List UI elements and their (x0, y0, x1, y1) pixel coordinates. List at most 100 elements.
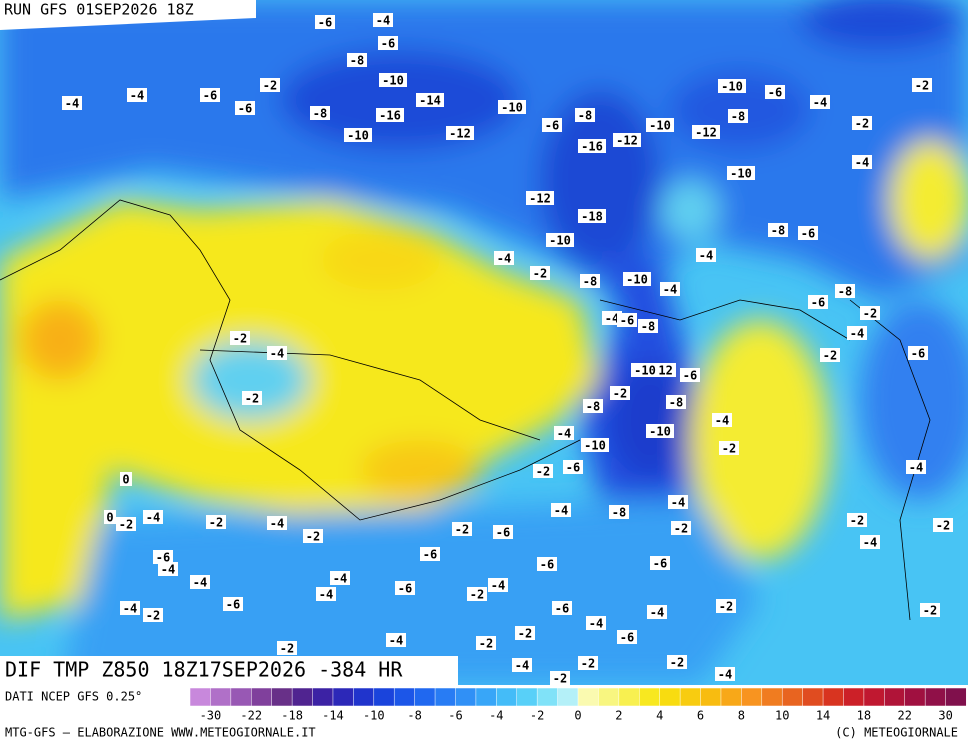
contour-label: -6 (238, 102, 252, 116)
label-box (933, 518, 953, 532)
contour-label: -2 (823, 349, 837, 363)
label-box (609, 505, 629, 519)
contour-label: -4 (909, 461, 923, 475)
contour-label: -4 (554, 504, 568, 518)
label-box (554, 426, 574, 440)
contour-label: -6 (811, 296, 825, 310)
color-swatch (373, 687, 395, 707)
contour-label: -6 (423, 548, 437, 562)
label-box (467, 587, 487, 601)
contour-label: -2 (146, 609, 160, 623)
contour-label: -2 (533, 267, 547, 281)
contour-label: -6 (683, 369, 697, 383)
label-box (906, 460, 926, 474)
label-box (583, 399, 603, 413)
label-box (768, 223, 788, 237)
label-box (666, 395, 686, 409)
color-swatch (475, 687, 497, 707)
label-box (143, 510, 163, 524)
label-box (719, 441, 739, 455)
contour-label: -6 (540, 558, 554, 572)
label-box (646, 424, 674, 438)
label-box (667, 655, 687, 669)
contour-label: -4 (193, 576, 207, 590)
label-box (104, 510, 116, 524)
contour-label: -16 (379, 109, 401, 123)
label-box (920, 603, 940, 617)
contour-label: -2 (670, 656, 684, 670)
map-title: DIF TMP Z850 18Z17SEP2026 -384 HR (5, 658, 403, 682)
contour-label: -2 (674, 522, 688, 536)
colorbar-tick-label: 10 (775, 709, 789, 723)
label-box (277, 641, 297, 655)
contour-label: -4 (671, 496, 685, 510)
contour-label: -6 (398, 582, 412, 596)
contour-label: -16 (581, 140, 603, 154)
color-swatch (802, 687, 824, 707)
label-box (852, 116, 872, 130)
label-box (120, 601, 140, 615)
colorbar-tick-label: -6 (448, 709, 462, 723)
color-swatch (434, 687, 457, 707)
label-box (542, 118, 562, 132)
label-box (581, 438, 609, 452)
contour-label: -6 (801, 227, 815, 241)
color-swatch (904, 687, 926, 707)
label-box (420, 547, 440, 561)
label-box (860, 535, 880, 549)
contour-label: -10 (501, 101, 523, 115)
color-swatch (843, 687, 865, 707)
contour-label: -8 (771, 224, 785, 238)
contour-label: -2 (455, 523, 469, 537)
label-box (120, 472, 132, 486)
contour-label: -4 (557, 427, 571, 441)
color-swatch (884, 687, 906, 707)
contour-label: 0 (106, 511, 113, 525)
label-box (190, 575, 210, 589)
label-box (716, 599, 736, 613)
contour-label: -6 (768, 86, 782, 100)
label-box (386, 633, 406, 647)
label-box (550, 671, 570, 685)
label-box (912, 78, 932, 92)
color-swatch (210, 687, 232, 707)
label-box (347, 53, 367, 67)
label-box (512, 658, 532, 672)
contour-label: -2 (855, 117, 869, 131)
contour-label: -4 (715, 414, 729, 428)
label-box (578, 656, 598, 670)
label-box (452, 522, 472, 536)
contour-label: -6 (911, 347, 925, 361)
contour-label: -10 (649, 119, 671, 133)
label-box (537, 557, 557, 571)
label-box (267, 516, 287, 530)
label-box (712, 413, 732, 427)
contour-label: -4 (146, 511, 160, 525)
contour-label: -2 (923, 604, 937, 618)
contour-label: -4 (863, 536, 877, 550)
label-box (206, 515, 226, 529)
contour-label: -2 (553, 672, 567, 686)
label-box (765, 85, 785, 99)
contour-label: -10 (730, 167, 752, 181)
contour-label: -4 (718, 668, 732, 682)
contour-label: -10 (721, 80, 743, 94)
colorbar-tick-label: -2 (530, 709, 544, 723)
contour-label: -4 (813, 96, 827, 110)
label-box (668, 495, 688, 509)
contour-label: -2 (280, 642, 294, 656)
contour-label: -4 (123, 602, 137, 616)
label-box (647, 605, 667, 619)
contour-label: -18 (581, 210, 603, 224)
contour-label: -2 (719, 600, 733, 614)
colorbar-tick-label: -8 (407, 709, 421, 723)
contour-label: -8 (583, 275, 597, 289)
label-box (617, 630, 637, 644)
color-swatch (924, 687, 947, 707)
label-box (379, 73, 407, 87)
label-box (530, 266, 550, 280)
label-box (810, 95, 830, 109)
color-swatch (659, 687, 681, 707)
color-swatch (781, 687, 804, 707)
colorbar-tick-label: 18 (857, 709, 871, 723)
